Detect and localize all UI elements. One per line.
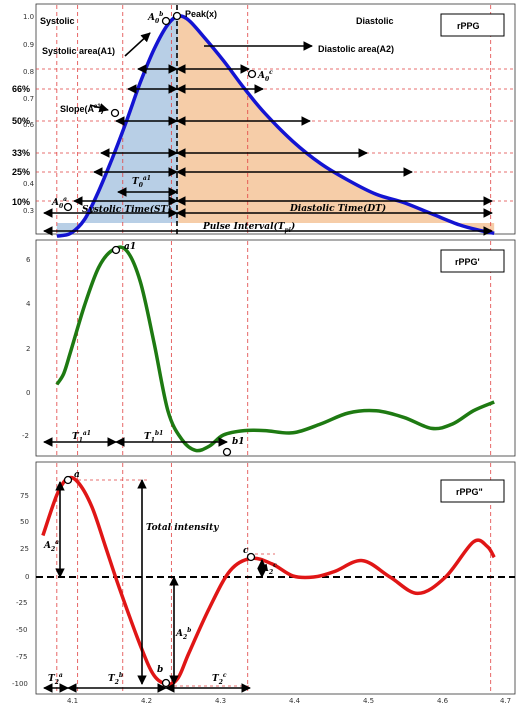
p1-legend-text: rPPG (457, 21, 480, 31)
p3-xtick: 4.4 (289, 697, 301, 705)
panel-d1-guides (56, 241, 492, 455)
peak-point (172, 11, 182, 21)
p1-points (63, 11, 257, 212)
panel-d1-frame (35, 239, 516, 457)
a2b-label: A2b (175, 627, 191, 641)
b1-label: b1 (232, 437, 245, 447)
p3-xtick: 4.2 (141, 697, 152, 705)
p3-xtick: 4.3 (215, 697, 226, 705)
total-intensity-label: Total intensity (146, 523, 219, 533)
p1-ytick: 0.3 (23, 207, 34, 215)
p1-ytick: 0.9 (23, 41, 34, 49)
p2-ytick: 6 (26, 256, 31, 264)
p3-ytick: 50 (20, 518, 29, 526)
a1-point (111, 245, 121, 255)
a0a-point (63, 202, 73, 212)
p2-ytick: 4 (26, 300, 31, 308)
p3-points (63, 475, 256, 688)
p3-ytick: -100 (12, 680, 28, 688)
p3-xtick: 4.7 (500, 697, 511, 705)
c-label: c (243, 546, 249, 556)
pct-label-50: 50% (12, 116, 30, 126)
p1-ytick: 0.4 (23, 180, 35, 188)
t2c-label: T2c (212, 672, 227, 686)
panel-rppg: 1.0 0.9 0.8 0.7 0.6 0.4 0.3 66% 50% 33% … (12, 3, 516, 238)
a0c-label: A0c (257, 69, 273, 83)
p2-ytick: 0 (26, 389, 30, 397)
rppg-d2-series-line (41, 475, 496, 686)
p1-ytick: 0.7 (23, 95, 34, 103)
slope-point (110, 108, 120, 118)
p3-xtick: 4.5 (363, 697, 374, 705)
p1-arrows (43, 32, 493, 236)
systolic-area-label: Systolic area(A1) (42, 46, 115, 56)
p3-ytick: -75 (16, 653, 27, 661)
b1-point (222, 447, 232, 457)
p1-legend-box (440, 13, 505, 37)
p3-ytick: -25 (16, 599, 27, 607)
systolic-label: Systolic (40, 16, 75, 26)
t2b-label: T2b (108, 672, 123, 686)
p2-legend-text: rPPG' (455, 257, 480, 267)
diastolic-label: Diastolic (356, 16, 394, 26)
a0c-point (247, 69, 257, 79)
p3-xtick: 4.6 (437, 697, 449, 705)
p1-ytick: 0.8 (23, 68, 34, 76)
peak-label: Peak(x) (185, 9, 217, 19)
p3-ytick: 25 (20, 545, 29, 553)
p2-legend-box (440, 249, 505, 273)
p3-legend-text: rPPG" (456, 487, 483, 497)
p1-ytick: 0.6 (23, 121, 35, 129)
p3-ytick: 75 (20, 492, 29, 500)
pct-label-10: 10% (12, 197, 30, 207)
p2-points (111, 245, 232, 457)
measure-arrow (89, 103, 109, 113)
p2-ytick: -2 (22, 432, 29, 440)
p3-legend-box (440, 479, 505, 503)
panel-rppg-d2: 75 50 25 0 -25 -50 -75 -100 4.1 4.2 4.3 … (12, 461, 516, 705)
pct-label-33: 33% (12, 148, 30, 158)
measure-arrow (124, 32, 151, 57)
b-label: b (157, 665, 163, 675)
p2-ytick: 2 (26, 345, 30, 353)
diastolic-area-label: Diastolic area(A2) (318, 44, 394, 54)
a0a-label: A0a (51, 196, 67, 210)
p3-ytick: -50 (16, 626, 27, 634)
t0a1-label: T0a1 (132, 175, 151, 189)
pct-label-25: 25% (12, 167, 30, 177)
p3-arrows (43, 479, 267, 693)
a1-label: a1 (124, 242, 136, 252)
t2a-label: T2a (48, 672, 63, 686)
a0b-point (161, 16, 171, 26)
b-point (161, 678, 171, 688)
c-point (246, 552, 256, 562)
p1-ytick: 1.0 (23, 13, 34, 21)
a-point (63, 475, 73, 485)
pct-label-66: 66% (12, 84, 30, 94)
a0b-label: A0b (147, 11, 163, 25)
p3-xtick: 4.1 (67, 697, 78, 705)
diastolic-area-fill (178, 16, 495, 234)
panel-rppg-d1: 6 4 2 0 -2 rPPG' a1 b1 T1a1 T1b1 (22, 239, 516, 457)
a-label: a (74, 470, 80, 480)
p3-ytick: 0 (25, 573, 29, 581)
